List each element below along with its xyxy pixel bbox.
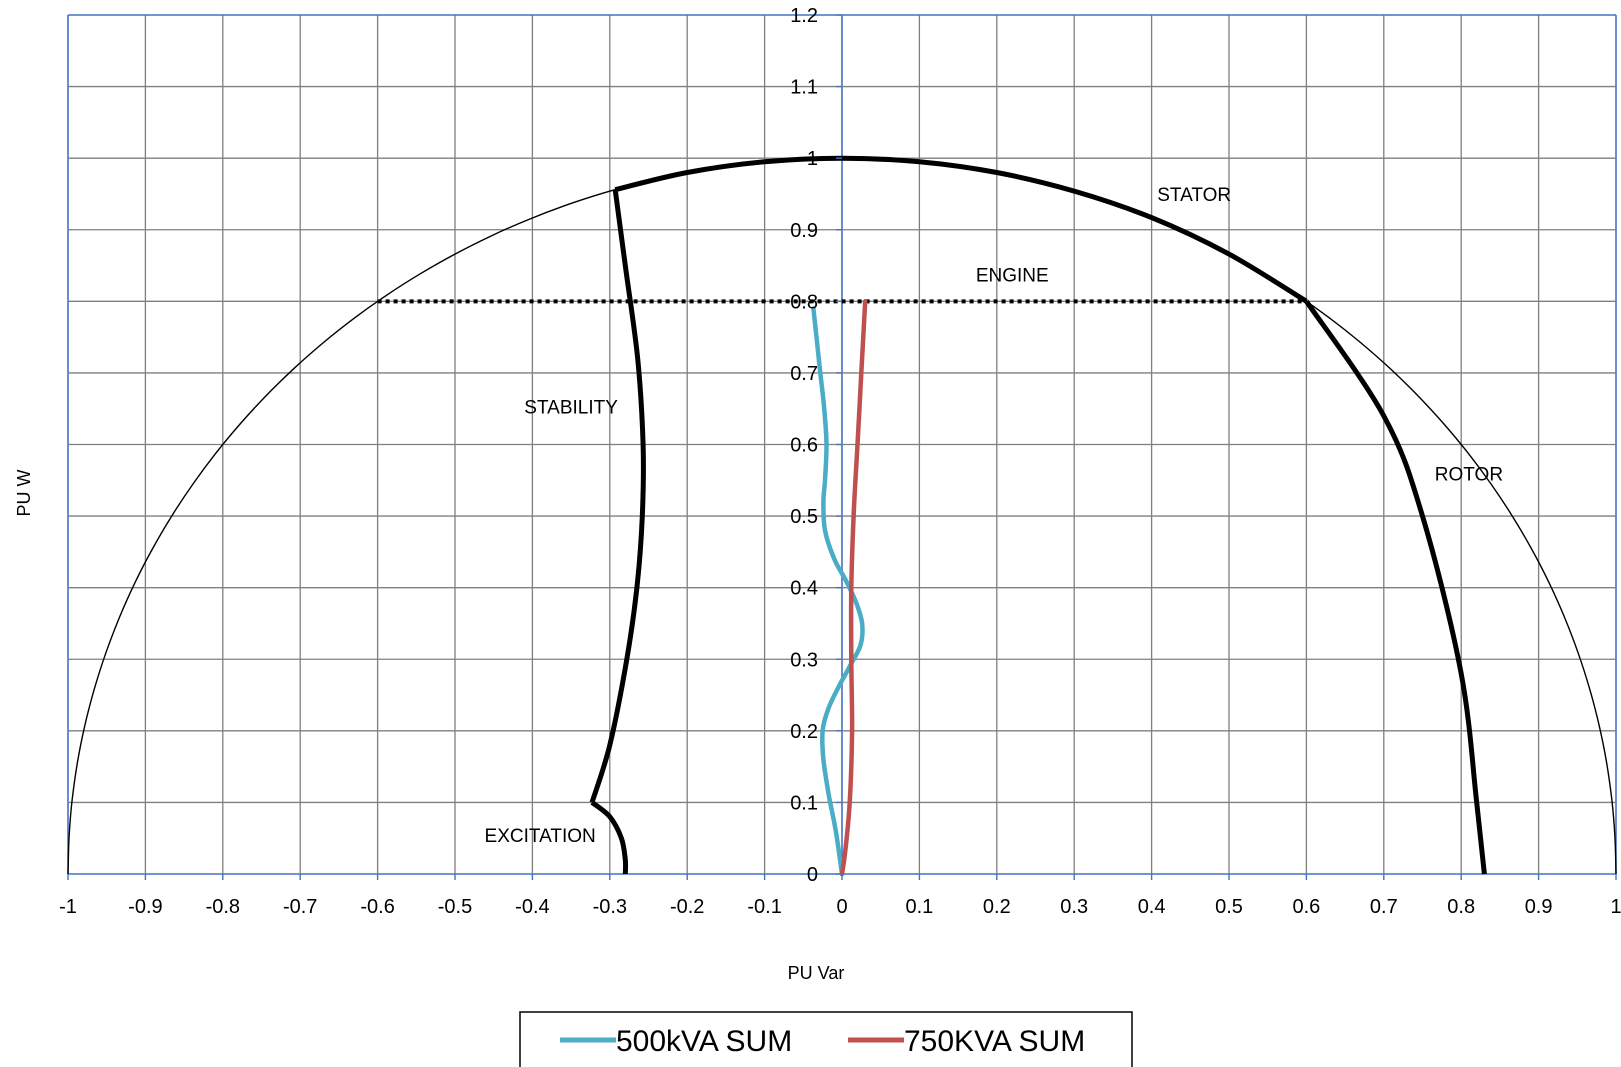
y-tick-label: 1: [807, 148, 818, 170]
x-tick-label: -0.5: [438, 896, 472, 918]
x-tick-label: -0.6: [360, 896, 394, 918]
x-axis-title: PU Var: [788, 963, 845, 983]
y-tick-label: 0.8: [790, 291, 818, 313]
annotation-stator: STATOR: [1157, 185, 1231, 206]
x-tick-label: 0.6: [1292, 896, 1320, 918]
y-axis-title: PU W: [14, 469, 34, 516]
y-tick-label: 0.5: [790, 506, 818, 528]
annotations: STATOR ENGINE STABILITY ROTOR EXCITATION: [485, 185, 1504, 847]
x-tick-label: 0.7: [1370, 896, 1398, 918]
data-series: [811, 299, 868, 877]
annotation-engine: ENGINE: [976, 265, 1049, 286]
x-tick-label: -0.9: [128, 896, 162, 918]
annotation-excitation: EXCITATION: [485, 826, 596, 847]
stability-limit-curve: [589, 189, 646, 804]
x-tick-label: 0.3: [1060, 896, 1088, 918]
x-tick-label: -1: [59, 896, 77, 918]
x-axis: -1 -0.9 -0.8 -0.7 -0.6 -0.5 -0.4 -0.3 -0.2 -0.1 0 0…: [59, 874, 1621, 918]
y-tick-label: 0: [807, 864, 818, 886]
x-tick-label: 0.8: [1447, 896, 1475, 918]
x-tick-label: -0.4: [515, 896, 549, 918]
y-tick-label: 1.1: [790, 77, 818, 99]
x-tick-label: 0.4: [1138, 896, 1166, 918]
series-line-750kva-sum: [839, 299, 868, 877]
legend: 500kVA SUM 750KVA SUM: [519, 1011, 1133, 1067]
x-tick-label: 1: [1610, 896, 1621, 918]
x-tick-label: 0: [836, 896, 847, 918]
y-tick-label: 0.4: [790, 578, 818, 600]
x-tick-label: 0.5: [1215, 896, 1243, 918]
excitation-limit-curve: [590, 800, 629, 875]
series-line-500kva-sum: [811, 306, 865, 877]
y-tick-label: 0.7: [790, 363, 818, 385]
x-tick-label: -0.1: [747, 896, 781, 918]
annotation-rotor: ROTOR: [1435, 464, 1503, 485]
x-tick-label: 0.9: [1525, 896, 1553, 918]
y-tick-label: 0.2: [790, 721, 818, 743]
x-tick-label: -0.2: [670, 896, 704, 918]
y-axis: 0 0.1 0.2 0.3 0.4 0.5 0.6 0.7 0.8 0.9 1 1.1 1.2: [790, 5, 842, 886]
legend-label: 750KVA SUM: [904, 1025, 1085, 1058]
x-tick-label: -0.8: [206, 896, 240, 918]
rotor-limit-curve: [1304, 299, 1487, 875]
y-tick-label: 0.1: [790, 792, 818, 814]
annotation-stability: STABILITY: [524, 398, 618, 419]
y-tick-label: 1.2: [790, 5, 818, 27]
x-tick-label: 0.1: [905, 896, 933, 918]
y-tick-label: 0.3: [790, 649, 818, 671]
x-tick-label: -0.3: [593, 896, 627, 918]
legend-label: 500kVA SUM: [616, 1025, 792, 1058]
y-tick-label: 0.9: [790, 220, 818, 242]
y-tick-label: 0.6: [790, 435, 818, 457]
legend-box: [519, 1011, 1133, 1067]
x-tick-label: 0.2: [983, 896, 1011, 918]
limit-curves: [67, 155, 1617, 875]
x-tick-label: -0.7: [283, 896, 317, 918]
